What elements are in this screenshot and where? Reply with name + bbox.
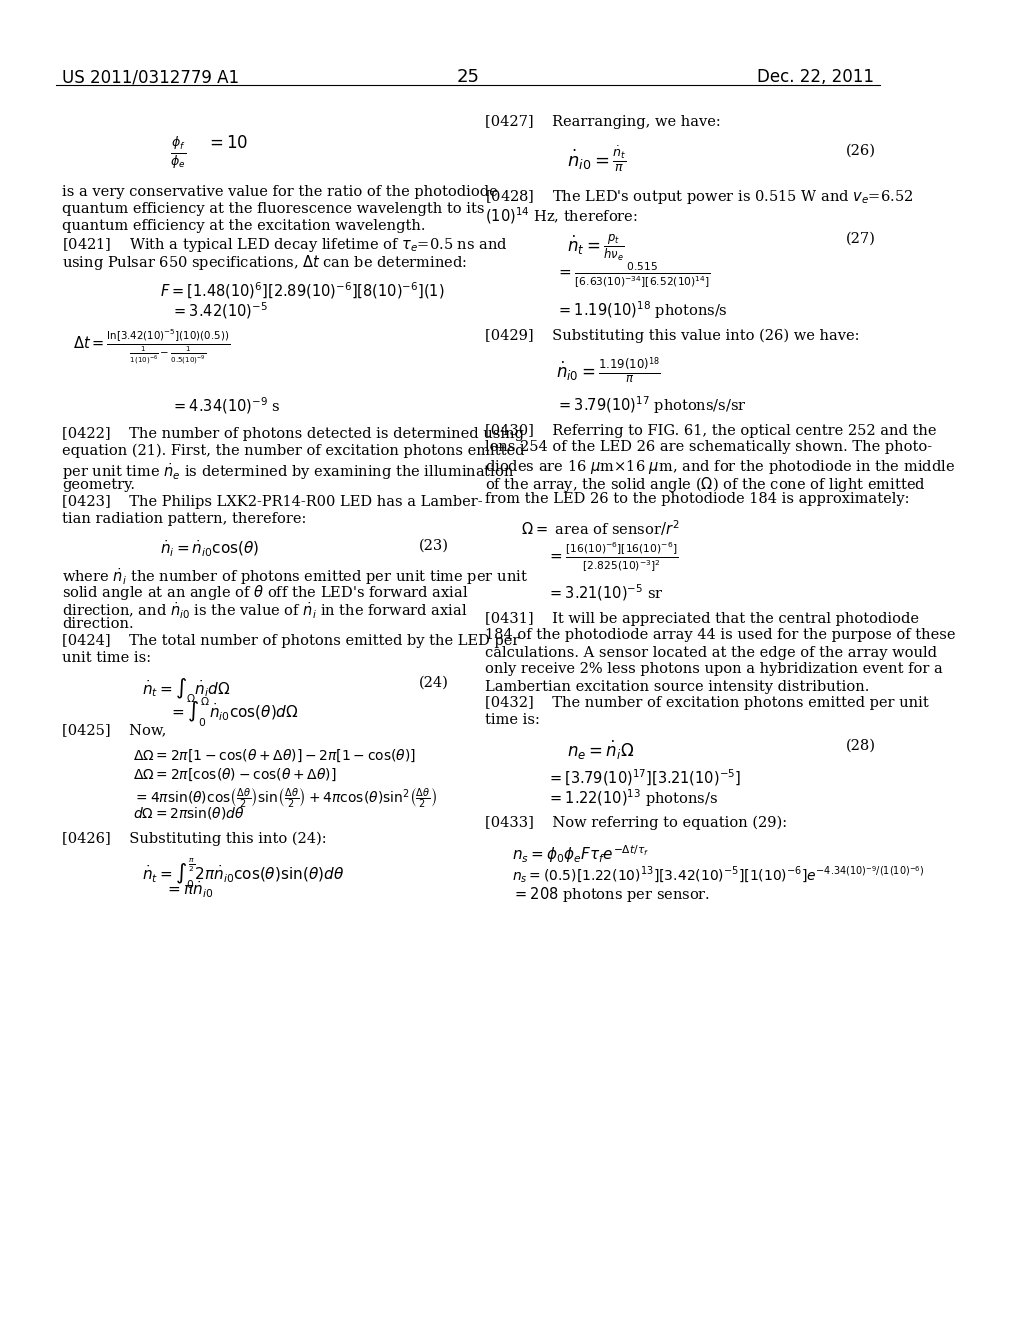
Text: $= 10$: $= 10$: [206, 135, 248, 152]
Text: $= 1.22(10)^{13}$ photons/s: $= 1.22(10)^{13}$ photons/s: [547, 787, 718, 809]
Text: [0422]    The number of photons detected is determined using: [0422] The number of photons detected is…: [62, 426, 524, 441]
Text: $= [3.79(10)^{17}][3.21(10)^{-5}]$: $= [3.79(10)^{17}][3.21(10)^{-5}]$: [547, 767, 741, 788]
Text: $= 3.21(10)^{-5}$ sr: $= 3.21(10)^{-5}$ sr: [547, 582, 664, 603]
Text: $n_e = \dot{n}_i\Omega$: $n_e = \dot{n}_i\Omega$: [567, 738, 634, 762]
Text: $= 3.79(10)^{17}$ photons/s/sr: $= 3.79(10)^{17}$ photons/s/sr: [556, 395, 746, 416]
Text: $= \frac{[16(10)^{-6}][16(10)^{-6}]}{[2.825(10)^{-3}]^2}$: $= \frac{[16(10)^{-6}][16(10)^{-6}]}{[2.…: [547, 540, 678, 574]
Text: from the LED 26 to the photodiode 184 is approximately:: from the LED 26 to the photodiode 184 is…: [484, 491, 909, 506]
Text: 25: 25: [457, 69, 479, 86]
Text: Dec. 22, 2011: Dec. 22, 2011: [757, 69, 874, 86]
Text: only receive 2% less photons upon a hybridization event for a: only receive 2% less photons upon a hybr…: [484, 663, 942, 676]
Text: direction, and $\dot{n}_{i0}$ is the value of $\dot{n}_i$ in the forward axial: direction, and $\dot{n}_{i0}$ is the val…: [62, 601, 468, 620]
Text: $= 3.42(10)^{-5}$: $= 3.42(10)^{-5}$: [171, 300, 268, 321]
Text: [0431]    It will be appreciated that the central photodiode: [0431] It will be appreciated that the c…: [484, 611, 919, 626]
Text: $= 208$ photons per sensor.: $= 208$ photons per sensor.: [512, 884, 711, 904]
Text: [0433]    Now referring to equation (29):: [0433] Now referring to equation (29):: [484, 816, 786, 830]
Text: per unit time $\dot{n}_e$ is determined by examining the illumination: per unit time $\dot{n}_e$ is determined …: [62, 461, 514, 482]
Text: quantum efficiency at the excitation wavelength.: quantum efficiency at the excitation wav…: [62, 219, 426, 234]
Text: [0424]    The total number of photons emitted by the LED per: [0424] The total number of photons emitt…: [62, 634, 519, 648]
Text: $F = [1.48(10)^6][2.89(10)^{-6}][8(10)^{-6}](1)$: $F = [1.48(10)^6][2.89(10)^{-6}][8(10)^{…: [160, 280, 444, 301]
Text: [0423]    The Philips LXK2-PR14-R00 LED has a Lamber-: [0423] The Philips LXK2-PR14-R00 LED has…: [62, 495, 482, 510]
Text: [0430]    Referring to FIG. 61, the optical centre 252 and the: [0430] Referring to FIG. 61, the optical…: [484, 424, 936, 437]
Text: $= 4.34(10)^{-9}$ s: $= 4.34(10)^{-9}$ s: [171, 395, 281, 416]
Text: US 2011/0312779 A1: US 2011/0312779 A1: [62, 69, 240, 86]
Text: $= 1.19(10)^{18}$ photons/s: $= 1.19(10)^{18}$ photons/s: [556, 300, 728, 321]
Text: (23): (23): [419, 539, 449, 553]
Text: [0428]    The LED's output power is 0.515 W and $v_e$=6.52: [0428] The LED's output power is 0.515 W…: [484, 187, 913, 206]
Text: direction.: direction.: [62, 616, 134, 631]
Text: $\frac{\phi_f}{\phi_e}$: $\frac{\phi_f}{\phi_e}$: [170, 135, 186, 170]
Text: $\Delta\Omega = 2\pi[1-\cos(\theta+\Delta\theta)] - 2\pi[1-\cos(\theta)]$: $\Delta\Omega = 2\pi[1-\cos(\theta+\Delt…: [132, 748, 416, 764]
Text: [0427]    Rearranging, we have:: [0427] Rearranging, we have:: [484, 115, 721, 129]
Text: $\dot{n}_t = \int_0^{\frac{\pi}{2}} 2\pi\dot{n}_{i0}\cos(\theta)\sin(\theta)d\th: $\dot{n}_t = \int_0^{\frac{\pi}{2}} 2\pi…: [141, 857, 344, 891]
Text: (27): (27): [846, 232, 876, 246]
Text: $\dot{n}_t = \int_\Omega \dot{n}_i d\Omega$: $\dot{n}_t = \int_\Omega \dot{n}_i d\Ome…: [141, 676, 230, 705]
Text: [0425]    Now,: [0425] Now,: [62, 723, 167, 737]
Text: $\dot{n}_i = \dot{n}_{i0}\cos(\theta)$: $\dot{n}_i = \dot{n}_{i0}\cos(\theta)$: [160, 539, 259, 560]
Text: is a very conservative value for the ratio of the photodiode: is a very conservative value for the rat…: [62, 185, 498, 199]
Text: (26): (26): [846, 144, 876, 158]
Text: [0429]    Substituting this value into (26) we have:: [0429] Substituting this value into (26)…: [484, 329, 859, 343]
Text: $\Delta\Omega = 2\pi[\cos(\theta)-\cos(\theta+\Delta\theta)]$: $\Delta\Omega = 2\pi[\cos(\theta)-\cos(\…: [132, 767, 336, 783]
Text: solid angle at an angle of $\theta$ off the LED's forward axial: solid angle at an angle of $\theta$ off …: [62, 583, 469, 602]
Text: quantum efficiency at the fluorescence wavelength to its: quantum efficiency at the fluorescence w…: [62, 202, 484, 216]
Text: $= \pi\dot{n}_{i0}$: $= \pi\dot{n}_{i0}$: [165, 879, 213, 900]
Text: $\Delta t = \frac{\ln[3.42(10)^{-5}](10)(0.5))}{\frac{1}{1(10)^{-6}} - \frac{1}{: $\Delta t = \frac{\ln[3.42(10)^{-5}](10)…: [73, 327, 230, 366]
Text: $d\Omega = 2\pi\sin(\theta)d\theta$: $d\Omega = 2\pi\sin(\theta)d\theta$: [132, 805, 245, 821]
Text: unit time is:: unit time is:: [62, 651, 152, 665]
Text: $n_s = (0.5)[1.22(10)^{13}][3.42(10)^{-5}][1(10)^{-6}]e^{-4.34(10)^{-9}/(1(10)^{: $n_s = (0.5)[1.22(10)^{13}][3.42(10)^{-5…: [512, 865, 925, 886]
Text: $= \frac{0.515}{[6.63(10)^{-34}][6.52(10)^{14}]}$: $= \frac{0.515}{[6.63(10)^{-34}][6.52(10…: [556, 260, 711, 289]
Text: geometry.: geometry.: [62, 478, 135, 492]
Text: lens 254 of the LED 26 are schematically shown. The photo-: lens 254 of the LED 26 are schematically…: [484, 441, 932, 454]
Text: equation (21). First, the number of excitation photons emitted: equation (21). First, the number of exci…: [62, 444, 524, 458]
Text: where $\dot{n}_i$ the number of photons emitted per unit time per unit: where $\dot{n}_i$ the number of photons …: [62, 566, 528, 587]
Text: (28): (28): [846, 738, 876, 752]
Text: calculations. A sensor located at the edge of the array would: calculations. A sensor located at the ed…: [484, 645, 937, 660]
Text: $= 4\pi\sin(\theta)\cos\!\left(\frac{\Delta\theta}{2}\right)\sin\!\left(\frac{\D: $= 4\pi\sin(\theta)\cos\!\left(\frac{\De…: [132, 785, 436, 809]
Text: diodes are 16 $\mu$m×16 $\mu$m, and for the photodiode in the middle: diodes are 16 $\mu$m×16 $\mu$m, and for …: [484, 458, 954, 475]
Text: [0432]    The number of excitation photons emitted per unit: [0432] The number of excitation photons …: [484, 697, 929, 710]
Text: $\dot{n}_{i0} = \frac{1.19(10)^{18}}{\pi}$: $\dot{n}_{i0} = \frac{1.19(10)^{18}}{\pi…: [556, 355, 660, 385]
Text: of the array, the solid angle ($\Omega$) of the cone of light emitted: of the array, the solid angle ($\Omega$)…: [484, 474, 926, 494]
Text: using Pulsar 650 specifications, $\Delta t$ can be determined:: using Pulsar 650 specifications, $\Delta…: [62, 253, 468, 272]
Text: $n_s = \phi_0\phi_e F\tau_f e^{-\Delta t/\tau_f}$: $n_s = \phi_0\phi_e F\tau_f e^{-\Delta t…: [512, 843, 649, 865]
Text: [0426]    Substituting this into (24):: [0426] Substituting this into (24):: [62, 832, 327, 846]
Text: Lambertian excitation source intensity distribution.: Lambertian excitation source intensity d…: [484, 680, 869, 693]
Text: $\dot{n}_t = \frac{p_t}{h\nu_e}$: $\dot{n}_t = \frac{p_t}{h\nu_e}$: [567, 232, 625, 263]
Text: $\Omega = $ area of sensor$/ r^2$: $\Omega = $ area of sensor$/ r^2$: [521, 519, 680, 539]
Text: tian radiation pattern, therefore:: tian radiation pattern, therefore:: [62, 512, 306, 525]
Text: time is:: time is:: [484, 714, 540, 727]
Text: (24): (24): [419, 676, 449, 690]
Text: [0421]    With a typical LED decay lifetime of $\tau_e$=0.5 ns and: [0421] With a typical LED decay lifetime…: [62, 236, 508, 253]
Text: $= \int_0^\Omega \dot{n}_{i0}\cos(\theta)d\Omega$: $= \int_0^\Omega \dot{n}_{i0}\cos(\theta…: [169, 696, 299, 730]
Text: 184 of the photodiode array 44 is used for the purpose of these: 184 of the photodiode array 44 is used f…: [484, 628, 955, 643]
Text: $(10)^{14}$ Hz, therefore:: $(10)^{14}$ Hz, therefore:: [484, 205, 638, 226]
Text: $\dot{n}_{i0} = \frac{\dot{n}_t}{\pi}$: $\dot{n}_{i0} = \frac{\dot{n}_t}{\pi}$: [567, 144, 627, 174]
